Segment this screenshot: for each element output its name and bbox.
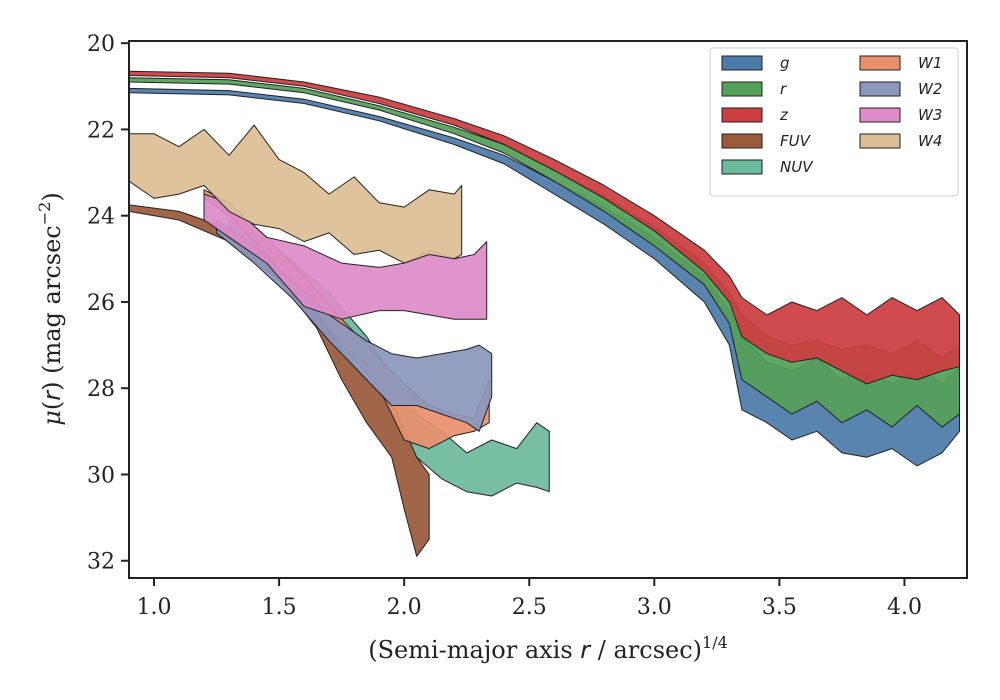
y-tick-label: 28 [87, 377, 115, 402]
legend-items: grz FUV NUV W1 W2 W3 W4 [721, 54, 942, 176]
x-tick-label: 3.0 [637, 595, 672, 620]
y-axis-title: μ(r) (mag arcsec−2) [35, 192, 66, 425]
plot-frame [128, 40, 968, 579]
x-tick-label: 2.0 [387, 595, 422, 620]
legend-swatch-w2 [859, 81, 901, 97]
y-tick-label: 22 [87, 118, 115, 143]
y-tick-label: 32 [87, 550, 115, 575]
legend-swatch-w4 [859, 133, 901, 149]
legend-swatch-g [721, 55, 763, 71]
legend-label-w1: W1 [918, 54, 942, 72]
band-w4 [129, 124, 463, 264]
y-axis: 20 22 24 26 28 30 32 [87, 32, 129, 575]
legend-label-z: z [779, 106, 789, 124]
y-tick-label: 24 [87, 205, 115, 230]
band-w2 [216, 219, 493, 432]
x-tick-label: 1.5 [262, 595, 297, 620]
legend-label-r: r [780, 80, 787, 98]
legend-label-w2: W2 [918, 80, 942, 98]
legend-swatch-z [721, 107, 763, 123]
x-tick-label: 3.5 [762, 595, 797, 620]
legend-swatch-fuv [721, 133, 763, 149]
legend-label-w3: W3 [918, 106, 942, 124]
legend-swatch-nuv [721, 159, 763, 175]
legend-swatch-w1 [859, 55, 901, 71]
x-axis: 1.0 1.5 2.0 2.5 3.0 3.5 4.0 [137, 578, 922, 620]
x-tick-label: 1.0 [137, 595, 172, 620]
legend: grz FUV NUV W1 W2 W3 W4 [709, 47, 959, 197]
x-tick-label: 2.5 [512, 595, 547, 620]
legend-swatch-r [721, 81, 763, 97]
legend-label-nuv: NUV [780, 158, 814, 176]
x-tick-label: 4.0 [887, 595, 922, 620]
legend-label-g: g [780, 54, 790, 72]
legend-label-fuv: FUV [780, 132, 812, 150]
band-w3 [203, 193, 488, 320]
band-z [129, 70, 960, 385]
legend-label-w4: W4 [918, 132, 942, 150]
x-axis-title: (Semi-major axis r / arcsec)1/4 [368, 633, 728, 664]
legend-swatch-w3 [859, 107, 901, 123]
y-tick-label: 26 [87, 291, 115, 316]
y-tick-label: 30 [87, 463, 115, 488]
series-bands [129, 70, 960, 557]
y-tick-label: 20 [87, 32, 115, 57]
